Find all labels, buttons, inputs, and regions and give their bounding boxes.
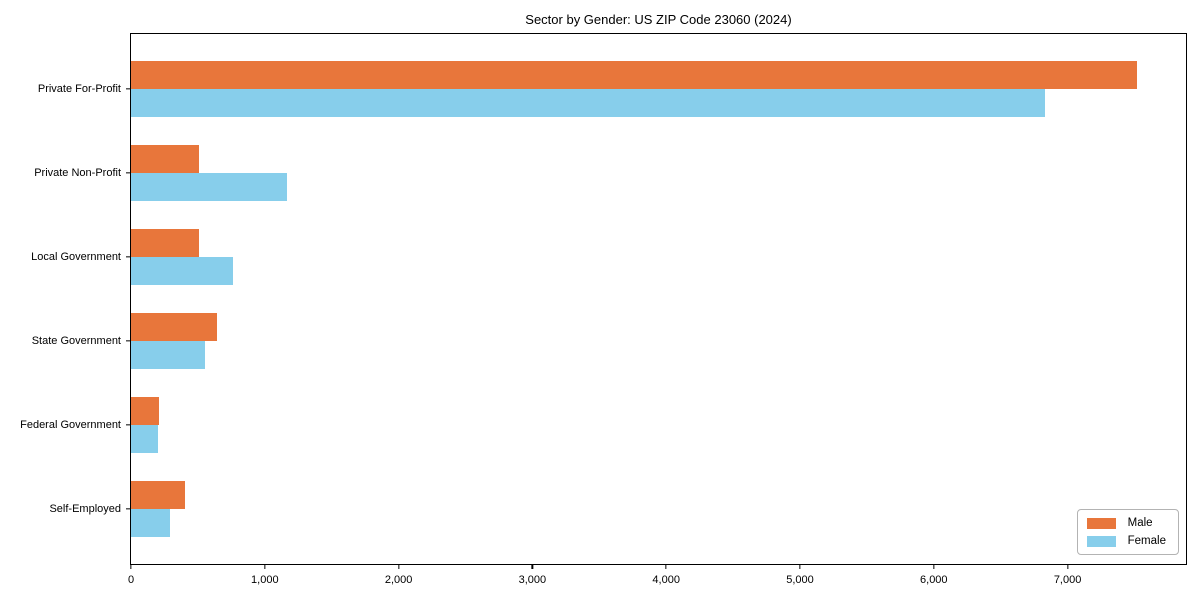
x-tick-label: 2,000 xyxy=(384,574,413,586)
bar-female-3 xyxy=(131,341,206,369)
bar-male-1 xyxy=(131,145,199,173)
bar-male-4 xyxy=(131,397,160,425)
y-tick-mark xyxy=(126,172,131,174)
x-tick-mark xyxy=(665,564,667,569)
x-tick-mark xyxy=(531,564,534,569)
bar-male-5 xyxy=(131,481,185,509)
y-tick-label: Local Government xyxy=(31,251,121,263)
x-tick-mark xyxy=(933,564,935,569)
bar-male-0 xyxy=(131,61,1138,89)
x-tick-mark xyxy=(397,564,400,569)
plot-area: Private For-Profit Private Non-Profit Loca… xyxy=(20,33,1187,586)
legend-entry: Male xyxy=(1086,517,1166,529)
y-tick-mark xyxy=(126,340,131,342)
bar-female-0 xyxy=(131,89,1045,117)
x-tick-mark xyxy=(264,564,266,569)
x-tick-mark xyxy=(1066,564,1069,569)
legend-label: Female xyxy=(1127,535,1166,547)
x-tick-label: 6,000 xyxy=(920,574,948,586)
y-tick-mark xyxy=(126,508,131,510)
x-tick-mark xyxy=(130,564,132,569)
y-tick-mark xyxy=(126,424,131,426)
legend-label: Male xyxy=(1127,517,1153,529)
bar-female-4 xyxy=(131,425,158,453)
legend: Male Female xyxy=(1076,509,1179,555)
y-tick-mark xyxy=(126,256,131,258)
x-tick-label: 1,000 xyxy=(251,574,279,586)
y-tick-label: Private For-Profit xyxy=(37,83,121,95)
bar-female-2 xyxy=(131,257,233,285)
x-tick-label: 7,000 xyxy=(1053,574,1082,586)
bar-male-3 xyxy=(131,313,217,341)
chart-title: Sector by Gender: US ZIP Code 23060 (202… xyxy=(525,12,792,27)
y-tick-mark xyxy=(126,88,131,90)
x-tick-label: 4,000 xyxy=(652,574,680,586)
y-tick-label: Self-Employed xyxy=(49,503,121,515)
bar-female-1 xyxy=(131,173,287,201)
legend-entry: Female xyxy=(1086,535,1166,547)
legend-swatch-male xyxy=(1086,517,1116,529)
y-tick-label: State Government xyxy=(31,335,121,347)
bar-male-2 xyxy=(131,229,200,257)
y-tick-label: Federal Government xyxy=(20,419,121,431)
x-tick-mark xyxy=(799,564,801,569)
y-tick-label: Private Non-Profit xyxy=(34,167,121,179)
x-tick-label: 5,000 xyxy=(786,574,814,586)
legend-swatch-female xyxy=(1086,535,1116,547)
bar-female-5 xyxy=(131,509,171,537)
x-tick-label: 3,000 xyxy=(518,574,547,586)
x-tick-label: 0 xyxy=(127,574,135,586)
